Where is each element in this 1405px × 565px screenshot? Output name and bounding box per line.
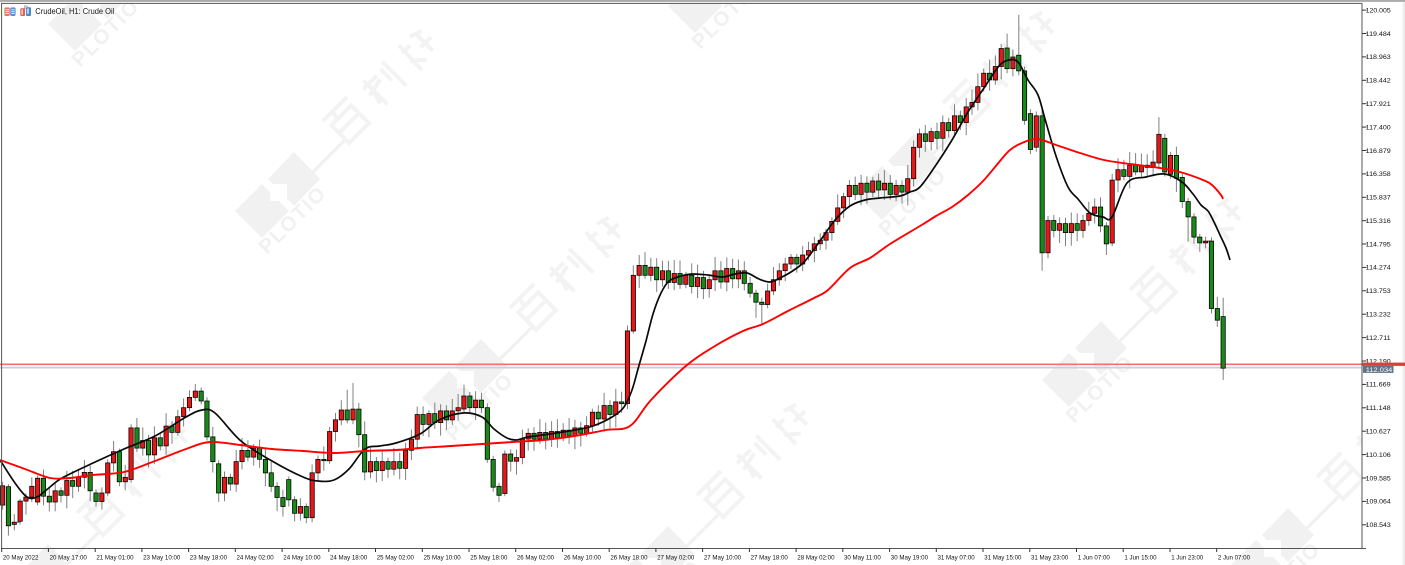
svg-text:110.106: 110.106 bbox=[1366, 452, 1392, 459]
svg-text:1 Jun 15:00: 1 Jun 15:00 bbox=[1124, 554, 1157, 561]
svg-text:120.005: 120.005 bbox=[1366, 7, 1392, 14]
svg-text:21 May 01:00: 21 May 01:00 bbox=[96, 554, 134, 561]
svg-text:26 May 18:00: 26 May 18:00 bbox=[610, 554, 648, 561]
svg-text:24 May 18:00: 24 May 18:00 bbox=[330, 554, 368, 561]
svg-text:118.963: 118.963 bbox=[1366, 54, 1392, 61]
svg-text:1 Jun 07:00: 1 Jun 07:00 bbox=[1078, 554, 1111, 561]
svg-text:1 Jun 23:00: 1 Jun 23:00 bbox=[1171, 554, 1204, 561]
svg-text:117.921: 117.921 bbox=[1366, 101, 1392, 108]
svg-text:112.190: 112.190 bbox=[1366, 358, 1392, 365]
svg-text:27 May 18:00: 27 May 18:00 bbox=[751, 554, 789, 561]
svg-text:24 May 02:00: 24 May 02:00 bbox=[237, 554, 275, 561]
svg-text:112.034: 112.034 bbox=[1366, 367, 1393, 374]
svg-text:20 May 17:00: 20 May 17:00 bbox=[50, 554, 88, 561]
svg-text:113.232: 113.232 bbox=[1366, 312, 1392, 319]
svg-text:25 May 18:00: 25 May 18:00 bbox=[470, 554, 508, 561]
svg-text:108.543: 108.543 bbox=[1366, 522, 1392, 529]
svg-text:31 May 15:00: 31 May 15:00 bbox=[984, 554, 1022, 561]
svg-text:23 May 10:00: 23 May 10:00 bbox=[143, 554, 181, 561]
svg-text:110.627: 110.627 bbox=[1366, 429, 1392, 436]
svg-text:119.484: 119.484 bbox=[1366, 31, 1392, 38]
svg-text:30 May 11:00: 30 May 11:00 bbox=[844, 554, 881, 561]
svg-text:24 May 10:00: 24 May 10:00 bbox=[283, 554, 321, 561]
svg-text:112.711: 112.711 bbox=[1366, 335, 1392, 342]
svg-text:114.795: 114.795 bbox=[1366, 241, 1392, 248]
svg-text:118.442: 118.442 bbox=[1366, 78, 1392, 85]
svg-text:117.400: 117.400 bbox=[1366, 124, 1392, 131]
svg-text:25 May 10:00: 25 May 10:00 bbox=[424, 554, 462, 561]
svg-text:116.358: 116.358 bbox=[1366, 171, 1392, 178]
svg-text:26 May 02:00: 26 May 02:00 bbox=[517, 554, 555, 561]
svg-text:28 May 02:00: 28 May 02:00 bbox=[797, 554, 835, 561]
svg-text:CrudeOil, H1: Crude Oil: CrudeOil, H1: Crude Oil bbox=[35, 6, 114, 16]
svg-text:31 May 23:00: 31 May 23:00 bbox=[1031, 554, 1069, 561]
svg-text:20 May 2022: 20 May 2022 bbox=[3, 554, 39, 561]
svg-text:113.753: 113.753 bbox=[1366, 288, 1392, 295]
svg-text:109.064: 109.064 bbox=[1366, 499, 1392, 506]
svg-text:27 May 02:00: 27 May 02:00 bbox=[657, 554, 695, 561]
svg-text:109.585: 109.585 bbox=[1366, 475, 1392, 482]
svg-text:26 May 10:00: 26 May 10:00 bbox=[564, 554, 602, 561]
svg-text:25 May 02:00: 25 May 02:00 bbox=[377, 554, 415, 561]
svg-text:31 May 07:00: 31 May 07:00 bbox=[938, 554, 976, 561]
svg-text:111.669: 111.669 bbox=[1366, 382, 1392, 389]
svg-text:115.316: 115.316 bbox=[1366, 218, 1392, 225]
svg-text:116.879: 116.879 bbox=[1366, 148, 1392, 155]
svg-text:115.837: 115.837 bbox=[1366, 195, 1392, 202]
svg-text:2 Jun 07:00: 2 Jun 07:00 bbox=[1218, 554, 1251, 561]
svg-text:27 May 10:00: 27 May 10:00 bbox=[704, 554, 742, 561]
svg-text:114.274: 114.274 bbox=[1366, 265, 1392, 272]
svg-text:111.148: 111.148 bbox=[1366, 405, 1392, 412]
svg-text:30 May 19:00: 30 May 19:00 bbox=[891, 554, 929, 561]
svg-text:23 May 18:00: 23 May 18:00 bbox=[190, 554, 228, 561]
